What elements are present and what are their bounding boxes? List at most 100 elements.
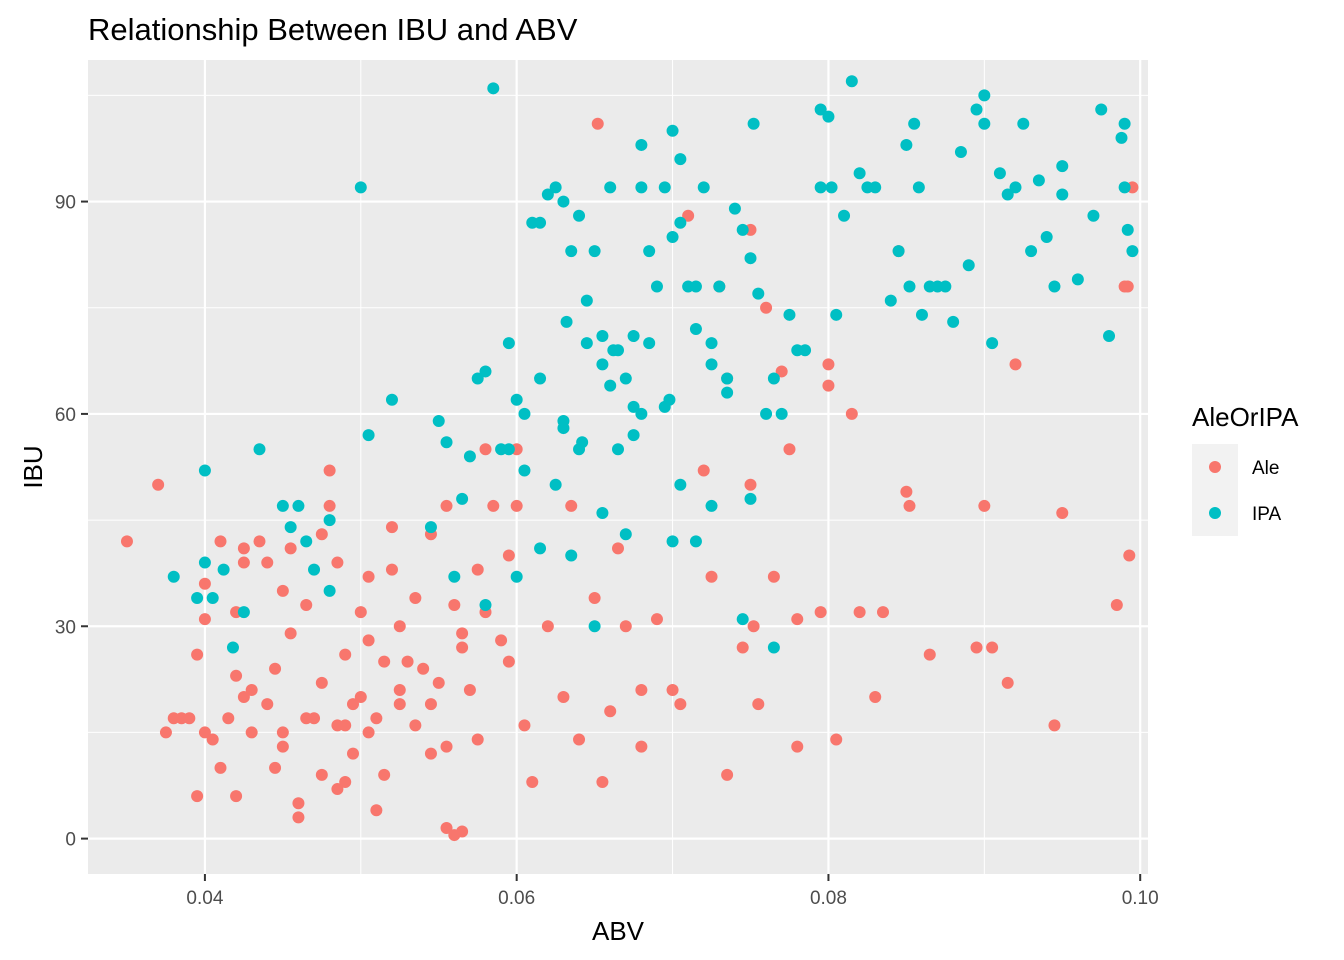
data-point-ale — [206, 733, 219, 746]
data-point-ipa — [479, 365, 492, 378]
data-point-ale — [191, 790, 204, 803]
data-point-ale — [1121, 280, 1134, 293]
data-point-ale — [276, 740, 289, 753]
data-point-ale — [978, 499, 991, 512]
data-point-ipa — [728, 202, 741, 215]
data-point-ipa — [912, 181, 925, 194]
data-point-ale — [1001, 676, 1014, 689]
data-point-ale — [456, 641, 469, 654]
data-point-ipa — [627, 429, 640, 442]
data-point-ale — [666, 683, 679, 696]
data-point-ale — [596, 775, 609, 788]
data-point-ale — [448, 599, 461, 612]
data-point-ipa — [666, 124, 679, 137]
data-point-ipa — [939, 280, 952, 293]
data-point-ale — [502, 655, 515, 668]
data-point-ipa — [970, 103, 983, 116]
data-point-ale — [417, 662, 430, 675]
data-point-ipa — [541, 188, 554, 201]
data-point-ale — [747, 620, 760, 633]
data-point-ipa — [502, 337, 515, 350]
data-point-ipa — [557, 414, 570, 427]
data-point-ale — [159, 726, 172, 739]
data-point-ale — [300, 712, 313, 725]
data-point-ale — [393, 683, 406, 696]
data-point-ale — [495, 634, 508, 647]
data-point-ipa — [612, 443, 624, 456]
data-point-ipa — [362, 429, 375, 442]
data-point-ale — [635, 740, 648, 753]
data-point-ale — [744, 478, 757, 491]
legend-key-ale — [1209, 461, 1221, 473]
data-point-ale — [331, 556, 344, 569]
data-point-ale — [845, 407, 858, 420]
data-point-ipa — [198, 464, 211, 477]
data-point-ale — [331, 783, 344, 796]
data-point-ipa — [853, 167, 866, 180]
data-point-ipa — [747, 117, 760, 130]
data-point-ipa — [534, 372, 547, 385]
data-point-ale — [822, 358, 835, 371]
data-point-ale — [261, 698, 274, 711]
data-point-ipa — [643, 337, 656, 350]
data-point-ipa — [440, 436, 453, 449]
data-point-ipa — [1118, 117, 1131, 130]
data-point-ipa — [1126, 245, 1139, 258]
data-point-ale — [775, 365, 788, 378]
data-point-ale — [191, 648, 204, 661]
data-point-ipa — [619, 372, 632, 385]
data-point-ale — [877, 606, 889, 619]
data-point-ale — [682, 209, 695, 222]
y-tick-label: 90 — [55, 193, 76, 214]
data-point-ipa — [284, 521, 297, 534]
data-point-ale — [253, 535, 266, 548]
data-point-ale — [120, 535, 133, 548]
data-point-ale — [315, 676, 328, 689]
data-point-ipa — [588, 620, 601, 633]
legend-label-ale: Ale — [1252, 458, 1279, 479]
data-point-ipa — [1032, 174, 1045, 187]
data-point-ale — [198, 577, 211, 590]
data-point-ipa — [635, 181, 648, 194]
data-point-ale — [284, 542, 297, 555]
data-point-ale — [385, 521, 398, 534]
data-point-ipa — [705, 499, 718, 512]
data-point-ipa — [354, 181, 367, 194]
data-point-ale — [487, 499, 500, 512]
data-point-ipa — [689, 535, 702, 548]
legend: AleOrIPA Ale IPA — [1192, 402, 1299, 536]
data-point-ipa — [463, 450, 476, 463]
data-point-ale — [198, 726, 211, 739]
data-point-ipa — [1103, 330, 1116, 343]
data-point-ale — [315, 768, 328, 781]
data-point-ipa — [217, 563, 230, 576]
data-points — [120, 75, 1139, 842]
data-point-ipa — [596, 507, 609, 520]
data-point-ale — [198, 613, 211, 626]
data-point-ale — [362, 634, 375, 647]
data-point-ale — [760, 301, 773, 314]
data-point-ipa — [604, 379, 617, 392]
data-point-ipa — [191, 591, 204, 604]
data-point-ipa — [627, 330, 640, 343]
data-point-ale — [339, 648, 352, 661]
data-point-ale — [471, 733, 484, 746]
data-point-ale — [409, 591, 422, 604]
data-point-ipa — [619, 528, 632, 541]
data-point-ale — [152, 478, 165, 491]
data-point-ipa — [1040, 230, 1053, 243]
x-tick-label: 0.08 — [810, 888, 847, 909]
data-point-ale — [237, 542, 250, 555]
data-point-ipa — [744, 252, 757, 265]
data-point-ipa — [1121, 223, 1134, 236]
data-point-ipa — [1095, 103, 1108, 116]
data-point-ale — [557, 691, 570, 704]
legend-title: AleOrIPA — [1192, 402, 1299, 432]
x-tick-label: 0.06 — [498, 888, 535, 909]
data-point-ale — [456, 825, 469, 838]
data-point-ipa — [674, 478, 687, 491]
data-point-ipa — [635, 138, 648, 151]
data-point-ale — [347, 698, 359, 711]
data-point-ipa — [915, 308, 928, 321]
data-point-ipa — [560, 315, 573, 328]
